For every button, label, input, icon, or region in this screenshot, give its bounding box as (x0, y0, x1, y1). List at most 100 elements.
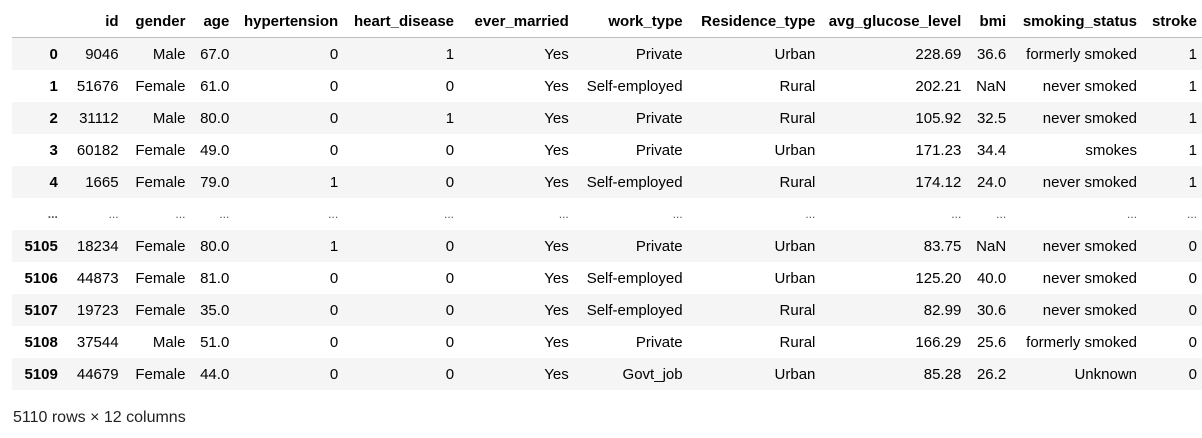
table-cell: 1 (1188, 173, 1197, 191)
table-cell: Yes (544, 45, 569, 63)
table-cell: 1 (445, 45, 455, 63)
column-header-work-type: work_type (573, 5, 688, 38)
table-cell: 85.28 (923, 365, 962, 383)
table-cell: never smoked (1042, 77, 1138, 95)
table-cell: 44.0 (200, 365, 230, 383)
table-cell: Male (152, 333, 186, 351)
table-cell: Urban (774, 237, 816, 255)
table-row: 5109 44679 Female 44.0 0 0 Yes Govt_job Urban 85.… (12, 358, 1202, 390)
dataframe-output: id gender age hypertension heart_disease ever… (12, 5, 1202, 390)
table-cell: 1 (329, 173, 339, 191)
table-cell: 26.2 (976, 365, 1007, 383)
table-cell: 0 (329, 45, 339, 63)
table-cell: ... (558, 207, 569, 221)
table-header: id gender age hypertension heart_disease ever… (12, 5, 1202, 38)
table-cell: 0 (329, 365, 339, 383)
table-cell: 166.29 (915, 333, 962, 351)
column-header-smoking-status: smoking_status (1011, 5, 1143, 38)
column-header-bmi: bmi (966, 5, 1012, 38)
table-cell: Female (135, 141, 186, 159)
table-cell: never smoked (1042, 109, 1138, 127)
table-cell: Urban (774, 269, 816, 287)
table-cell: 82.99 (923, 301, 962, 319)
table-cell: Rural (779, 109, 816, 127)
table-cell: 25.6 (976, 333, 1007, 351)
table-cell: ... (996, 207, 1007, 221)
table-row: 5108 37544 Male 51.0 0 0 Yes Private Rural 166.29… (12, 326, 1202, 358)
table-cell: never smoked (1042, 301, 1138, 319)
table-cell: ... (219, 207, 230, 221)
column-header-id: id (62, 5, 124, 38)
header-row: id gender age hypertension heart_disease ever… (12, 5, 1202, 38)
table-cell: 1 (1188, 109, 1197, 127)
table-cell: 36.6 (976, 45, 1007, 63)
table-cell: Self-employed (586, 269, 683, 287)
table-cell: 1 (1188, 141, 1197, 159)
table-cell: ... (328, 207, 339, 221)
table-cell: 0 (1188, 269, 1197, 287)
table-cell: 1665 (85, 173, 119, 191)
table-cell: 0 (329, 269, 339, 287)
column-header-heart-disease: heart_disease (343, 5, 460, 38)
table-cell: never smoked (1042, 173, 1138, 191)
table-cell: 19723 (76, 301, 119, 319)
column-header-hypertension: hypertension (234, 5, 344, 38)
table-cell: ... (805, 207, 816, 221)
table-cell: 0 (329, 141, 339, 159)
table-cell: 9046 (85, 45, 119, 63)
table-cell: Yes (544, 365, 569, 383)
table-cell: Private (635, 237, 683, 255)
table-cell: 35.0 (200, 301, 230, 319)
table-cell: ... (951, 207, 962, 221)
table-cell: 0 (445, 365, 455, 383)
table-cell: 24.0 (976, 173, 1007, 191)
table-cell: Self-employed (586, 77, 683, 95)
table-cell: 1 (329, 237, 339, 255)
table-cell: Yes (544, 301, 569, 319)
row-index: 2 (49, 109, 58, 127)
row-index: 5105 (24, 237, 58, 255)
table-cell: 40.0 (976, 269, 1007, 287)
table-cell: NaN (976, 77, 1007, 95)
row-index: 5108 (24, 333, 58, 351)
column-header-ever-married: ever_married (459, 5, 574, 38)
table-cell: Yes (544, 173, 569, 191)
column-header-residence-type: Residence_type (687, 5, 821, 38)
table-cell: 67.0 (200, 45, 230, 63)
column-header-age: age (190, 5, 235, 38)
table-cell: 80.0 (200, 237, 230, 255)
table-cell: 1 (1188, 77, 1197, 95)
table-cell: ... (672, 207, 683, 221)
table-cell: Private (635, 109, 683, 127)
table-cell: 105.92 (915, 109, 962, 127)
table-cell: 51.0 (200, 333, 230, 351)
table-cell: ... (1127, 207, 1138, 221)
table-cell: Female (135, 301, 186, 319)
table-cell: 80.0 (200, 109, 230, 127)
table-cell: smokes (1085, 141, 1138, 159)
table-cell: ... (444, 207, 455, 221)
table-cell: 0 (329, 109, 339, 127)
table-cell: Unknown (1074, 365, 1138, 383)
table-cell: Rural (779, 333, 816, 351)
table-cell: 0 (329, 301, 339, 319)
table-cell: ... (175, 207, 186, 221)
table-cell: 125.20 (915, 269, 962, 287)
table-cell: 34.4 (976, 141, 1007, 159)
row-index: 3 (49, 141, 58, 159)
table-cell: Female (135, 269, 186, 287)
table-cell: Urban (774, 45, 816, 63)
table-cell: Urban (774, 365, 816, 383)
table-row: 5107 19723 Female 35.0 0 0 Yes Self-employed Rur… (12, 294, 1202, 326)
table-cell: Yes (544, 77, 569, 95)
table-cell: 30.6 (976, 301, 1007, 319)
table-row: 1 51676 Female 61.0 0 0 Yes Self-employed Rural 2… (12, 70, 1202, 102)
table-cell: Female (135, 77, 186, 95)
table-cell: 0 (445, 269, 455, 287)
table-cell: 0 (445, 173, 455, 191)
table-cell: 1 (1188, 45, 1197, 63)
table-row: 5106 44873 Female 81.0 0 0 Yes Self-employed Urb… (12, 262, 1202, 294)
table-cell: ... (1186, 207, 1197, 221)
table-cell: Male (152, 109, 186, 127)
column-header-gender: gender (123, 5, 191, 38)
